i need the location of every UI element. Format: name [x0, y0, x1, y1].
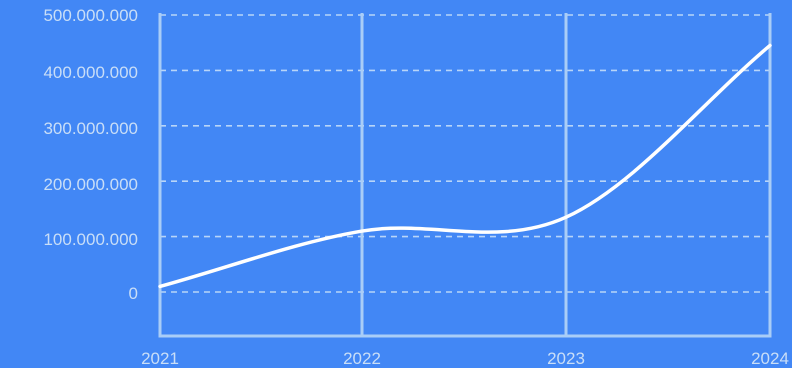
y-tick-labels: 500.000.000 400.000.000 300.000.000 200.…	[43, 6, 138, 303]
x-tick-label: 2022	[343, 349, 381, 368]
y-tick-label: 100.000.000	[43, 230, 138, 249]
y-tick-label: 200.000.000	[43, 175, 138, 194]
x-tick-label: 2023	[547, 349, 585, 368]
series-layer	[158, 43, 772, 289]
y-tick-label: 500.000.000	[43, 6, 138, 25]
y-tick-label: 0	[129, 284, 138, 303]
grid-lines	[160, 14, 770, 293]
y-tick-label: 400.000.000	[43, 63, 138, 82]
y-tick-label: 300.000.000	[43, 119, 138, 138]
x-tick-labels: 2021 2022 2023 2024	[141, 349, 789, 368]
x-tick-label: 2024	[751, 349, 789, 368]
axes	[158, 13, 772, 338]
x-tick-label: 2021	[141, 349, 179, 368]
series-line	[158, 43, 772, 289]
